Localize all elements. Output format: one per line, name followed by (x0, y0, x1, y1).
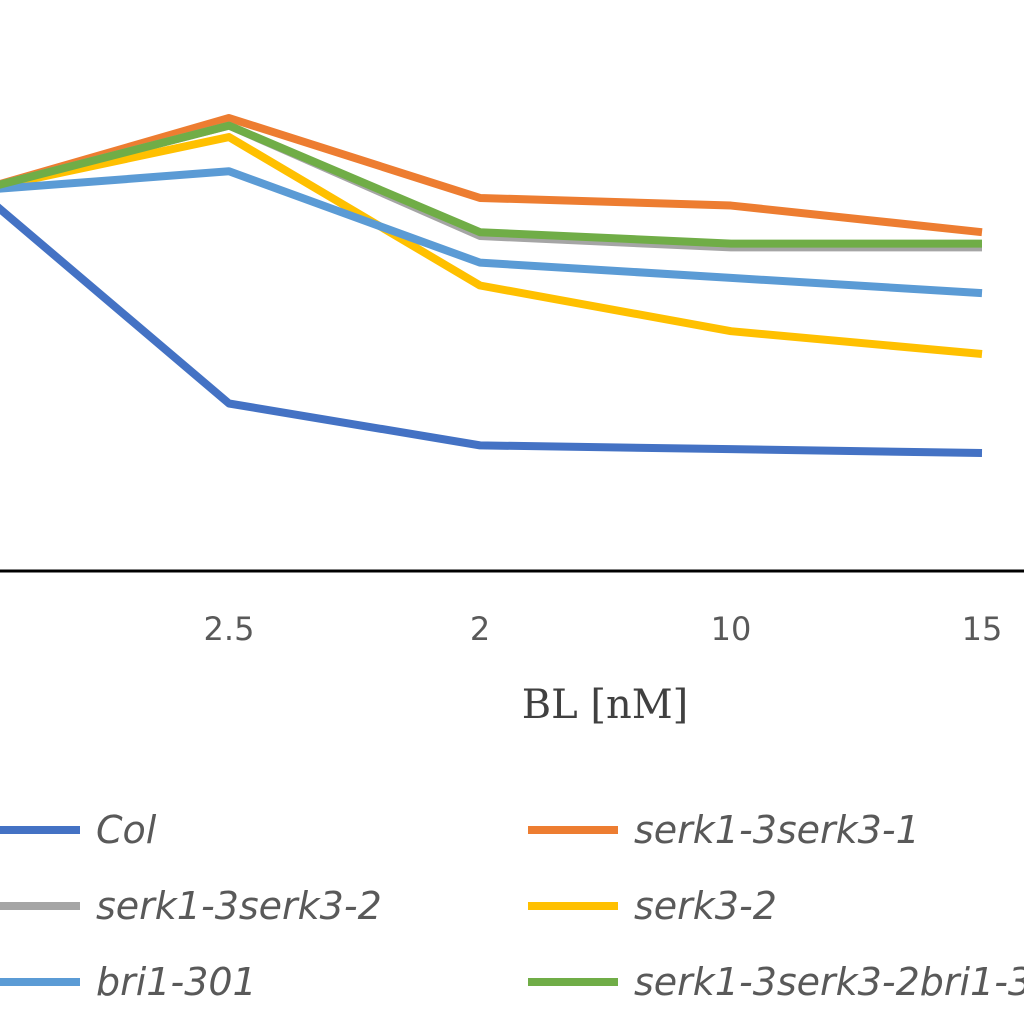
x-tick-label: 10 (711, 610, 752, 648)
x-tick-label: 2.5 (204, 610, 255, 648)
series-line-serk1-3serk3-2bri1-301 (0, 126, 982, 244)
legend-item: bri1-301 (0, 960, 257, 1004)
legend-item: serk1-3serk3-1 (528, 808, 920, 852)
legend-label: serk1-3serk3-2bri1-301 (634, 960, 1024, 1004)
x-tick-label: 15 (962, 610, 1003, 648)
legend-label: serk3-2 (634, 884, 777, 928)
legend: Col serk1-3serk3-1 serk1-3serk3-2 serk3-2 br… (0, 808, 1024, 1004)
legend-label: serk1-3serk3-1 (634, 808, 920, 852)
legend-label: serk1-3serk3-2 (96, 884, 382, 928)
series-layer (0, 118, 982, 453)
legend-label: Col (96, 808, 157, 852)
legend-item: serk1-3serk3-2 (0, 884, 382, 928)
legend-item: serk1-3serk3-2bri1-301 (528, 960, 1024, 1004)
x-tick-label: 2 (470, 610, 490, 648)
legend-item: serk3-2 (528, 884, 777, 928)
legend-item: Col (0, 808, 157, 852)
legend-label: bri1-301 (96, 960, 257, 1004)
x-axis-title: BL [nM] (522, 682, 689, 728)
